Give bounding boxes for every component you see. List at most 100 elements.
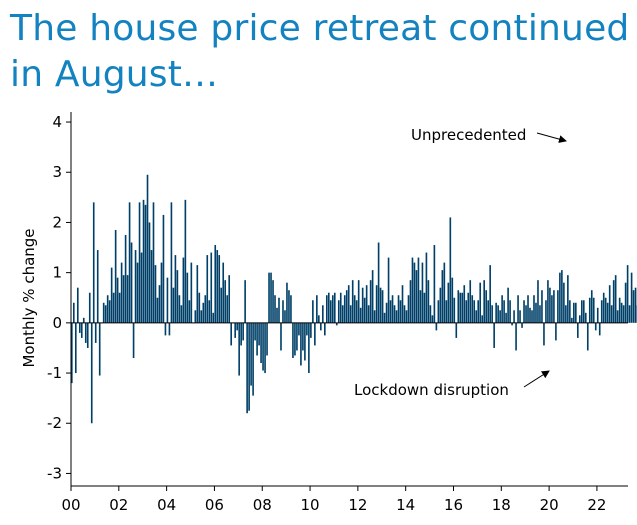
bar	[580, 300, 583, 323]
bar	[457, 290, 460, 323]
bar	[160, 262, 163, 323]
y-tick-label: -3	[47, 464, 62, 482]
bar	[246, 322, 248, 414]
bar	[435, 322, 438, 331]
bar	[618, 297, 621, 323]
bar	[130, 242, 133, 323]
y-tick-label: 2	[52, 213, 62, 231]
x-tick-label: 14	[396, 496, 415, 514]
bar	[176, 270, 179, 323]
bar	[234, 322, 236, 338]
y-axis-title: Monthly % change	[20, 228, 38, 367]
bar	[373, 310, 376, 323]
bar	[493, 322, 495, 348]
bar	[363, 297, 366, 323]
y-tick-label: -1	[47, 364, 62, 382]
bar	[335, 322, 338, 326]
bar	[304, 322, 306, 361]
bar	[501, 295, 503, 323]
bar	[324, 322, 326, 336]
bar	[194, 310, 197, 323]
bar	[509, 300, 511, 323]
annotation-unprecedented-arrow	[536, 132, 567, 143]
bar	[170, 202, 173, 323]
bar	[327, 292, 330, 323]
bar	[359, 307, 362, 323]
bar	[254, 322, 256, 341]
bar	[222, 262, 225, 323]
bar	[308, 322, 310, 374]
bar	[256, 322, 258, 356]
bar	[387, 257, 390, 323]
bar	[357, 280, 360, 323]
bar	[333, 292, 336, 323]
bar	[345, 290, 348, 323]
bar	[118, 292, 121, 323]
bar	[365, 285, 368, 323]
bar	[401, 285, 404, 323]
bar	[584, 312, 587, 323]
bar	[533, 295, 535, 323]
bar	[590, 290, 593, 323]
page-title-line-2: in August…	[10, 54, 219, 95]
bar	[367, 305, 370, 323]
y-tick-label: 3	[52, 163, 62, 181]
x-tick-label: 12	[348, 496, 367, 514]
bar	[499, 310, 501, 323]
bar	[244, 280, 246, 323]
bar	[563, 282, 565, 323]
bar	[320, 322, 322, 331]
bar	[248, 322, 250, 411]
bar	[152, 202, 155, 323]
bar	[455, 322, 458, 338]
bar	[417, 257, 420, 323]
bar	[624, 282, 627, 323]
bar	[349, 305, 352, 323]
bar	[600, 300, 603, 323]
x-tick-label: 02	[109, 496, 128, 514]
bar	[371, 270, 374, 323]
x-tick-label: 04	[157, 496, 176, 514]
bar	[409, 280, 412, 323]
bar	[551, 295, 553, 323]
bar	[112, 292, 115, 323]
bar	[541, 290, 543, 323]
bar	[94, 322, 97, 343]
bar	[162, 214, 165, 323]
bar	[218, 255, 221, 323]
bar	[369, 280, 372, 323]
bar	[443, 262, 446, 323]
bar	[284, 310, 286, 323]
bar	[325, 295, 328, 323]
bar	[280, 322, 282, 351]
bar	[389, 300, 392, 323]
page-title: The house price retreat continued in Aug…	[10, 6, 629, 98]
bar	[258, 322, 260, 346]
bar	[262, 322, 264, 371]
bar	[164, 322, 167, 336]
bar	[196, 265, 199, 323]
bar	[614, 275, 617, 323]
bar	[198, 292, 201, 323]
bar	[555, 322, 557, 341]
bar	[226, 295, 229, 323]
bar	[142, 199, 145, 323]
bar	[592, 297, 595, 323]
bar	[104, 305, 107, 323]
bar	[431, 315, 434, 323]
bar	[110, 267, 113, 323]
bar	[628, 305, 631, 323]
bar	[180, 305, 183, 323]
bar	[463, 285, 466, 323]
x-tick-label: 16	[444, 496, 463, 514]
bar	[276, 307, 278, 323]
bar	[393, 305, 396, 323]
bar	[286, 282, 288, 323]
bar	[519, 310, 521, 323]
bar	[188, 300, 191, 323]
bar	[425, 252, 428, 323]
bar	[318, 315, 320, 323]
bar	[495, 302, 497, 323]
bar	[158, 285, 161, 323]
